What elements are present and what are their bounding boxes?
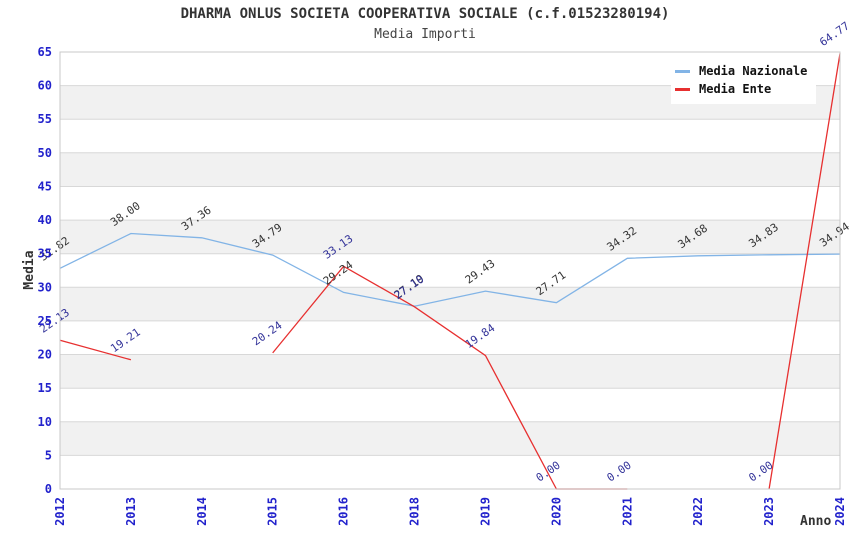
- y-tick-label: 50: [38, 146, 52, 160]
- y-tick-label: 25: [38, 314, 52, 328]
- data-label: 19.21: [108, 326, 143, 356]
- y-tick-label: 0: [45, 482, 52, 496]
- legend: Media Nazionale Media Ente: [671, 58, 816, 104]
- y-tick-label: 30: [38, 280, 52, 294]
- y-tick-label: 20: [38, 348, 52, 362]
- plot-band: [60, 152, 840, 187]
- legend-item-media-nazionale: Media Nazionale: [675, 62, 816, 80]
- plot-border: [59, 51, 841, 490]
- x-tick-label: 2022: [691, 497, 705, 526]
- x-tick-label: 2013: [124, 497, 138, 526]
- data-label: 29.24: [321, 258, 356, 288]
- y-tick-label: 35: [38, 247, 52, 261]
- x-tick-label: 2016: [337, 497, 351, 526]
- y-axis-title: Media: [22, 250, 37, 290]
- y-tick-label: 45: [38, 180, 52, 194]
- x-tick-label: 2014: [195, 497, 209, 526]
- x-tick-label: 2021: [620, 497, 634, 526]
- x-tick-label: 2019: [479, 497, 493, 526]
- series-line-media-nazionale: [59, 232, 841, 307]
- y-tick-label: 15: [38, 381, 52, 395]
- y-tick-label: 55: [38, 112, 52, 126]
- data-label: 0.00: [605, 459, 634, 485]
- data-label: 19.84: [463, 321, 498, 351]
- y-tick-label: 5: [45, 448, 52, 462]
- plot-band: [60, 421, 840, 456]
- y-tick-label: 40: [38, 213, 52, 227]
- data-label: 29.43: [463, 257, 498, 287]
- x-tick-label: 2012: [53, 497, 67, 526]
- data-label: 0.00: [534, 459, 563, 485]
- data-label: 0.00: [746, 459, 775, 485]
- plot-band: [60, 354, 840, 389]
- legend-label-ente: Media Ente: [699, 82, 772, 96]
- legend-item-media-ente: Media Ente: [675, 80, 816, 98]
- y-tick-label: 60: [38, 79, 52, 93]
- x-tick-label: 2023: [762, 497, 776, 526]
- x-tick-label: 2020: [549, 497, 563, 526]
- y-tick-label: 65: [38, 45, 52, 59]
- x-axis-title: Anno: [800, 514, 832, 529]
- x-tick-label: 2015: [266, 497, 280, 526]
- legend-label-nazionale: Media Nazionale: [699, 64, 808, 78]
- chart-title: DHARMA ONLUS SOCIETA COOPERATIVA SOCIALE…: [180, 6, 670, 22]
- y-tick-label: 10: [38, 415, 52, 429]
- line-swatch-nazionale-icon: [675, 69, 690, 73]
- plot-band: [60, 287, 840, 321]
- line-swatch-ente-icon: [675, 87, 690, 91]
- chart-subtitle: Media Importi: [374, 27, 476, 42]
- x-tick-label: 2024: [833, 497, 847, 526]
- x-tick-label: 2018: [408, 497, 422, 526]
